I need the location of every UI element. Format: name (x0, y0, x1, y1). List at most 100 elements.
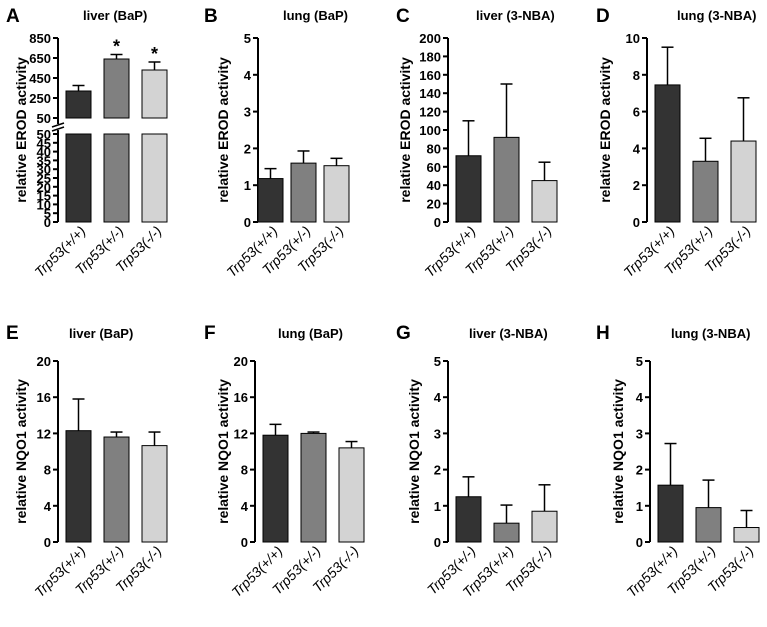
y-tick-label: 35 (37, 153, 51, 168)
bar (262, 434, 289, 543)
panel-title: liver (3-NBA) (469, 326, 548, 341)
y-tick-label: 4 (244, 68, 252, 83)
panel-letter: E (6, 323, 19, 344)
y-tick-label: 1 (244, 178, 251, 193)
y-tick-label: 12 (234, 426, 248, 441)
y-tick-label: 120 (419, 105, 441, 120)
y-tick-label: 8 (241, 463, 248, 478)
y-axis-label: relative EROD activity (13, 57, 29, 203)
y-tick-label: 2 (636, 463, 643, 478)
bars (654, 46, 757, 223)
panel-letter: C (396, 6, 410, 27)
panel-letter: A (6, 6, 20, 27)
panel-letter: B (204, 6, 218, 27)
y-tick-label: 5 (244, 31, 251, 46)
y-tick-label: 160 (419, 68, 441, 83)
y-tick-label: 16 (234, 390, 248, 405)
y-tick-label: 4 (636, 390, 644, 405)
y-tick-label: 4 (241, 499, 249, 514)
panel-letter: F (204, 323, 216, 344)
bars (455, 83, 558, 223)
y-tick-label: 80 (427, 141, 441, 156)
y-axis-label: relative EROD activity (597, 57, 613, 203)
bars: * * (65, 37, 168, 223)
y-axis-label: relative NQO1 activity (406, 379, 422, 524)
bar (300, 432, 327, 543)
y-tick-label: 45 (37, 136, 51, 151)
y-tick-label: 2 (434, 463, 441, 478)
panel-title: liver (BaP) (69, 326, 133, 341)
y-tick-label: 650 (29, 51, 51, 66)
bars (455, 476, 558, 543)
y-tick-label: 5 (44, 206, 51, 221)
bar (730, 140, 757, 223)
y-tick-label: 8 (44, 463, 51, 478)
panel-title: lung (BaP) (283, 8, 348, 23)
bar (654, 84, 681, 223)
panel-title: lung (BaP) (278, 326, 343, 341)
y-tick-label: 6 (633, 105, 640, 120)
y-tick-label: 4 (434, 390, 442, 405)
y-tick-label: 50 (37, 127, 51, 142)
y-tick-label: 25 (37, 171, 51, 186)
bars (657, 442, 760, 543)
bar (493, 522, 520, 543)
y-tick-label: 5 (636, 354, 643, 369)
y-tick-label: 2 (244, 141, 251, 156)
bar (103, 133, 130, 223)
bar (290, 162, 317, 223)
y-tick-label: 3 (434, 426, 441, 441)
significance-star: * (151, 44, 158, 64)
y-tick-label: 850 (29, 31, 51, 46)
bar (65, 430, 92, 543)
bar (531, 180, 558, 223)
panel-title: liver (BaP) (83, 8, 147, 23)
y-tick-label: 2 (633, 178, 640, 193)
bar (455, 155, 482, 223)
y-tick-label: 0 (636, 535, 643, 550)
y-axis-label: relative EROD activity (397, 57, 413, 203)
bar (493, 136, 520, 223)
significance-star: * (113, 37, 120, 57)
panel-title: lung (3-NBA) (677, 8, 756, 23)
y-tick-label: 0 (44, 215, 51, 230)
y-tick-label: 12 (37, 426, 51, 441)
bar (103, 436, 130, 543)
y-tick-label: 20 (37, 180, 51, 195)
bar (733, 527, 760, 543)
bar (657, 484, 684, 543)
y-tick-label: 60 (427, 160, 441, 175)
panel-letter: H (596, 323, 610, 344)
y-tick-label: 0 (434, 215, 441, 230)
bars (262, 423, 365, 543)
y-tick-label: 15 (37, 189, 51, 204)
y-tick-label: 5 (434, 354, 441, 369)
bar (65, 90, 92, 119)
y-tick-label: 200 (419, 31, 441, 46)
y-tick-label: 30 (37, 162, 51, 177)
bar (141, 445, 168, 543)
y-tick-label: 20 (234, 354, 248, 369)
bar (692, 160, 719, 223)
y-tick-label: 10 (37, 197, 51, 212)
bar (103, 58, 130, 119)
y-tick-label: 1 (636, 499, 643, 514)
axis-break-mark (51, 122, 65, 128)
y-tick-label: 0 (434, 535, 441, 550)
bar (65, 133, 92, 223)
y-tick-label: 450 (29, 71, 51, 86)
panel-title: lung (3-NBA) (671, 326, 750, 341)
y-tick-label: 140 (419, 86, 441, 101)
y-tick-label: 100 (419, 123, 441, 138)
y-tick-label: 0 (633, 215, 640, 230)
y-tick-label: 8 (633, 68, 640, 83)
bars (65, 398, 168, 543)
y-axis-label: relative NQO1 activity (610, 379, 626, 524)
y-tick-label: 20 (37, 354, 51, 369)
